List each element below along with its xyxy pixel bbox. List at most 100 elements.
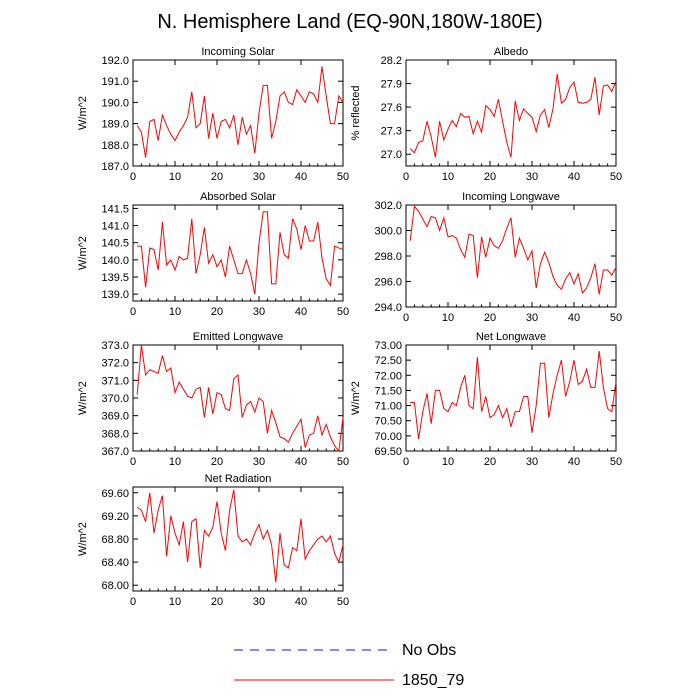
y-tick-label: 369.0	[101, 411, 129, 423]
y-tick-label: 189.0	[101, 119, 129, 131]
x-tick-label: 50	[337, 596, 349, 608]
y-tick-label: 191.0	[101, 76, 129, 88]
x-tick-label: 0	[130, 456, 136, 468]
x-tick-label: 10	[169, 456, 181, 468]
y-tick-label: 139.5	[101, 272, 129, 284]
x-tick-label: 30	[253, 456, 265, 468]
y-tick-label: 69.20	[101, 511, 129, 523]
x-tick-label: 0	[403, 312, 409, 324]
y-tick-label: 367.0	[101, 446, 129, 458]
legend: No Obs 1850_79	[234, 642, 464, 689]
x-tick-label: 50	[610, 171, 622, 183]
x-tick-label: 10	[169, 596, 181, 608]
y-tick-label: 70.00	[374, 431, 402, 443]
x-tick-label: 20	[211, 306, 223, 318]
x-tick-label: 10	[169, 306, 181, 318]
y-tick-label: 71.00	[374, 401, 402, 413]
panel-title: Net Radiation	[205, 473, 272, 485]
x-tick-label: 50	[337, 171, 349, 183]
x-tick-label: 50	[610, 312, 622, 324]
x-tick-label: 20	[211, 596, 223, 608]
plot-frame	[132, 486, 344, 592]
series-line-1850_79	[136, 66, 344, 158]
y-tick-label: 298.0	[374, 251, 402, 263]
x-tick-label: 10	[169, 171, 181, 183]
plot-frame	[405, 59, 617, 167]
y-tick-label: 27.6	[381, 102, 402, 114]
y-tick-label: 139.0	[101, 289, 129, 301]
panel-title: Emitted Longwave	[193, 331, 284, 343]
chart-panel-incoming-solar: Incoming Solar 0 10 20 30 40 50 187.0 188.0 189.0…	[77, 46, 349, 183]
plot-frame	[132, 59, 344, 167]
x-tick-label: 30	[253, 171, 265, 183]
series-line-1850_79	[136, 489, 344, 583]
y-tick-label: 296.0	[374, 277, 402, 289]
series-line-1850_79	[409, 205, 617, 295]
y-tick-label: 72.00	[374, 370, 402, 382]
x-tick-label: 30	[526, 312, 538, 324]
x-tick-label: 40	[568, 171, 580, 183]
plot-frame	[132, 344, 344, 452]
x-tick-label: 20	[211, 171, 223, 183]
series-line-1850_79	[137, 211, 344, 295]
chart-panel-incoming-longwave: Incoming Longwave 0 10 20 30 40 50 294.0 296.0 29…	[374, 191, 622, 324]
y-tick-label: 192.0	[101, 55, 129, 67]
y-axis-label: W/m^2	[77, 96, 89, 130]
y-tick-label: 372.0	[101, 358, 129, 370]
x-tick-label: 20	[484, 312, 496, 324]
x-tick-label: 0	[130, 596, 136, 608]
x-tick-label: 0	[403, 456, 409, 468]
y-tick-label: 70.50	[374, 416, 402, 428]
y-tick-label: 368.0	[101, 428, 129, 440]
y-tick-label: 300.0	[374, 226, 402, 238]
plot-frame	[405, 344, 617, 452]
y-tick-label: 140.5	[101, 238, 129, 250]
y-tick-label: 141.0	[101, 221, 129, 233]
y-axis-label: W/m^2	[77, 522, 89, 556]
y-tick-label: 294.0	[374, 302, 402, 314]
series-line-1850_79	[410, 351, 617, 439]
x-tick-label: 10	[442, 312, 454, 324]
y-tick-label: 68.00	[101, 580, 129, 592]
x-tick-label: 50	[337, 456, 349, 468]
x-tick-label: 20	[484, 456, 496, 468]
y-tick-label: 68.40	[101, 557, 129, 569]
y-tick-label: 140.0	[101, 255, 129, 267]
chart-panel-net-radiation: Net Radiation 0 10 20 30 40 50 68.00 68.40 68.80 6…	[77, 473, 349, 608]
y-tick-label: 371.0	[101, 375, 129, 387]
x-tick-label: 20	[211, 456, 223, 468]
panel-title: Absorbed Solar	[200, 191, 276, 203]
x-tick-label: 40	[568, 312, 580, 324]
y-tick-label: 141.5	[101, 203, 129, 215]
y-tick-label: 73.00	[374, 340, 402, 352]
figure-title: N. Hemisphere Land (EQ-90N,180W-180E)	[157, 11, 542, 33]
chart-panel-albedo: Albedo 0 10 20 30 40 50 27.0 27.3 27.6 27.9 28.2 % r…	[350, 46, 622, 183]
y-tick-label: 69.50	[374, 446, 402, 458]
chart-panel-emitted-longwave: Emitted Longwave 0 10 20 30 40 50 367.0 368.0 369…	[77, 331, 349, 468]
y-axis-label: W/m^2	[77, 236, 89, 270]
series-line-1850_79	[409, 74, 617, 158]
y-tick-label: 373.0	[101, 340, 129, 352]
x-tick-label: 30	[253, 306, 265, 318]
x-tick-label: 30	[253, 596, 265, 608]
legend-label-no-obs: No Obs	[402, 642, 456, 659]
x-tick-label: 20	[484, 171, 496, 183]
x-tick-label: 40	[295, 456, 307, 468]
x-tick-label: 40	[295, 171, 307, 183]
panel-title: Net Longwave	[476, 331, 546, 343]
panel-title: Incoming Solar	[201, 46, 275, 58]
y-axis-label: W/m^2	[77, 381, 89, 415]
plot-frame	[132, 204, 344, 302]
y-tick-label: 68.80	[101, 534, 129, 546]
y-tick-label: 302.0	[374, 200, 402, 212]
y-axis-label: W/m^2	[350, 381, 362, 415]
y-tick-label: 188.0	[101, 140, 129, 152]
x-tick-label: 0	[130, 171, 136, 183]
series-line-1850_79	[136, 344, 344, 453]
x-tick-label: 40	[295, 306, 307, 318]
panel-title: Albedo	[494, 46, 528, 58]
y-tick-label: 72.50	[374, 355, 402, 367]
y-tick-label: 187.0	[101, 161, 129, 173]
y-tick-label: 71.50	[374, 385, 402, 397]
